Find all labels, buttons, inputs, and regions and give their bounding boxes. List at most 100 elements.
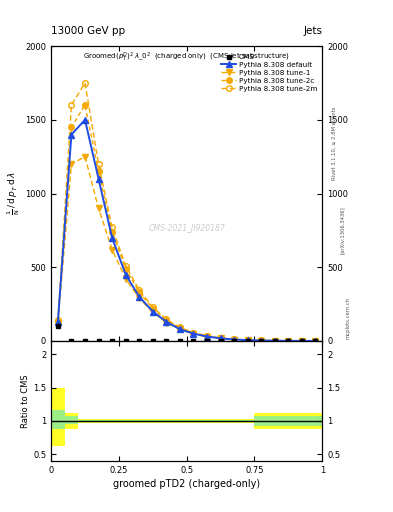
Pythia 8.308 default bbox=[151, 308, 155, 314]
Pythia 8.308 tune-2c bbox=[218, 335, 223, 341]
Pythia 8.308 tune-1 bbox=[205, 334, 209, 340]
CMS bbox=[272, 338, 277, 344]
Pythia 8.308 tune-2m bbox=[110, 224, 114, 230]
Pythia 8.308 tune-1 bbox=[110, 246, 114, 252]
Pythia 8.308 tune-2c bbox=[110, 229, 114, 235]
Pythia 8.308 default bbox=[218, 335, 223, 342]
Pythia 8.308 tune-2m bbox=[313, 338, 318, 344]
Pythia 8.308 tune-2c bbox=[178, 325, 182, 331]
Pythia 8.308 tune-2m bbox=[272, 337, 277, 344]
CMS bbox=[313, 338, 318, 344]
Pythia 8.308 tune-1 bbox=[83, 154, 87, 160]
Bar bbox=[51, 410, 64, 429]
Pythia 8.308 tune-2c bbox=[286, 338, 291, 344]
CMS bbox=[110, 338, 114, 344]
Y-axis label: Ratio to CMS: Ratio to CMS bbox=[21, 374, 30, 428]
X-axis label: groomed pTD2 (charged-only): groomed pTD2 (charged-only) bbox=[113, 479, 260, 489]
Pythia 8.308 tune-2c bbox=[205, 333, 209, 339]
CMS bbox=[299, 338, 304, 344]
Pythia 8.308 tune-1 bbox=[218, 335, 223, 342]
Pythia 8.308 default bbox=[205, 333, 209, 339]
Bar bbox=[255, 416, 322, 425]
Pythia 8.308 default bbox=[299, 338, 304, 344]
CMS bbox=[55, 323, 60, 329]
Pythia 8.308 tune-2m bbox=[191, 330, 196, 336]
Pythia 8.308 default bbox=[83, 117, 87, 123]
Pythia 8.308 tune-1 bbox=[245, 337, 250, 343]
Text: Rivet 3.1.10, ≥ 2.8M events: Rivet 3.1.10, ≥ 2.8M events bbox=[332, 106, 337, 180]
Pythia 8.308 tune-2m bbox=[232, 336, 237, 343]
Pythia 8.308 tune-2m bbox=[259, 337, 264, 344]
Pythia 8.308 tune-2m bbox=[69, 102, 74, 108]
Pythia 8.308 tune-2c bbox=[151, 306, 155, 312]
Line: CMS: CMS bbox=[55, 324, 318, 344]
Pythia 8.308 tune-1 bbox=[232, 336, 237, 343]
CMS bbox=[178, 338, 182, 344]
CMS bbox=[164, 338, 169, 344]
CMS bbox=[245, 338, 250, 344]
Pythia 8.308 default bbox=[123, 271, 128, 278]
Y-axis label: $\frac{1}{\mathrm{N}}\,/\,\mathrm{d}\,p_T\,\mathrm{d}\,\lambda$: $\frac{1}{\mathrm{N}}\,/\,\mathrm{d}\,p_… bbox=[6, 172, 22, 216]
Pythia 8.308 default bbox=[110, 234, 114, 241]
CMS bbox=[286, 338, 291, 344]
Pythia 8.308 tune-1 bbox=[272, 337, 277, 344]
Pythia 8.308 default bbox=[96, 176, 101, 182]
Bar bbox=[64, 413, 78, 429]
Pythia 8.308 default bbox=[191, 331, 196, 337]
Pythia 8.308 tune-1 bbox=[123, 276, 128, 282]
Pythia 8.308 tune-2c bbox=[83, 102, 87, 108]
Pythia 8.308 tune-2c bbox=[191, 330, 196, 336]
Pythia 8.308 tune-1 bbox=[55, 320, 60, 326]
Pythia 8.308 tune-1 bbox=[299, 338, 304, 344]
Pythia 8.308 tune-1 bbox=[259, 337, 264, 344]
Pythia 8.308 tune-2c bbox=[272, 337, 277, 344]
Pythia 8.308 tune-2m bbox=[164, 316, 169, 323]
Legend: CMS, Pythia 8.308 default, Pythia 8.308 tune-1, Pythia 8.308 tune-2c, Pythia 8.3: CMS, Pythia 8.308 default, Pythia 8.308 … bbox=[220, 53, 319, 93]
Pythia 8.308 tune-2c bbox=[123, 266, 128, 272]
Pythia 8.308 default bbox=[55, 319, 60, 325]
CMS bbox=[123, 338, 128, 344]
Pythia 8.308 tune-2m bbox=[286, 338, 291, 344]
Text: Jets: Jets bbox=[303, 26, 322, 36]
Line: Pythia 8.308 tune-2c: Pythia 8.308 tune-2c bbox=[55, 102, 318, 344]
Text: CMS-2021_JI920187: CMS-2021_JI920187 bbox=[148, 224, 225, 233]
Pythia 8.308 tune-2c bbox=[55, 319, 60, 325]
Pythia 8.308 default bbox=[69, 132, 74, 138]
Pythia 8.308 tune-2m bbox=[178, 325, 182, 331]
Pythia 8.308 tune-1 bbox=[151, 309, 155, 315]
CMS bbox=[218, 338, 223, 344]
Line: Pythia 8.308 tune-2m: Pythia 8.308 tune-2m bbox=[55, 80, 318, 344]
CMS bbox=[259, 338, 264, 344]
Pythia 8.308 default bbox=[259, 337, 264, 344]
Pythia 8.308 tune-2m bbox=[151, 304, 155, 310]
Pythia 8.308 default bbox=[137, 294, 141, 300]
Text: [arXiv:1306.3436]: [arXiv:1306.3436] bbox=[340, 206, 345, 254]
Pythia 8.308 tune-2m bbox=[83, 80, 87, 86]
Pythia 8.308 tune-2m bbox=[245, 337, 250, 343]
Pythia 8.308 tune-1 bbox=[96, 205, 101, 211]
Pythia 8.308 tune-2c bbox=[232, 336, 237, 343]
CMS bbox=[205, 338, 209, 344]
Pythia 8.308 tune-2m bbox=[96, 161, 101, 167]
Pythia 8.308 default bbox=[245, 337, 250, 343]
Pythia 8.308 tune-1 bbox=[69, 161, 74, 167]
Pythia 8.308 default bbox=[164, 319, 169, 325]
Bar bbox=[64, 416, 78, 424]
CMS bbox=[69, 338, 74, 344]
CMS bbox=[96, 338, 101, 344]
CMS bbox=[137, 338, 141, 344]
Pythia 8.308 tune-2c bbox=[245, 337, 250, 343]
Text: Groomed$(p_T^D)^2\,\lambda\_0^2$  (charged only)  (CMS jet substructure): Groomed$(p_T^D)^2\,\lambda\_0^2$ (charge… bbox=[83, 51, 290, 64]
Pythia 8.308 tune-2c bbox=[259, 337, 264, 344]
Text: 13000 GeV pp: 13000 GeV pp bbox=[51, 26, 125, 36]
Pythia 8.308 default bbox=[272, 337, 277, 344]
Pythia 8.308 tune-2c bbox=[164, 317, 169, 324]
Pythia 8.308 tune-2m bbox=[55, 317, 60, 324]
Bar bbox=[78, 419, 255, 423]
Bar bbox=[78, 419, 255, 422]
Pythia 8.308 default bbox=[313, 338, 318, 344]
Pythia 8.308 tune-2m bbox=[137, 287, 141, 293]
CMS bbox=[232, 338, 237, 344]
Pythia 8.308 default bbox=[286, 338, 291, 344]
Bar bbox=[51, 388, 64, 446]
